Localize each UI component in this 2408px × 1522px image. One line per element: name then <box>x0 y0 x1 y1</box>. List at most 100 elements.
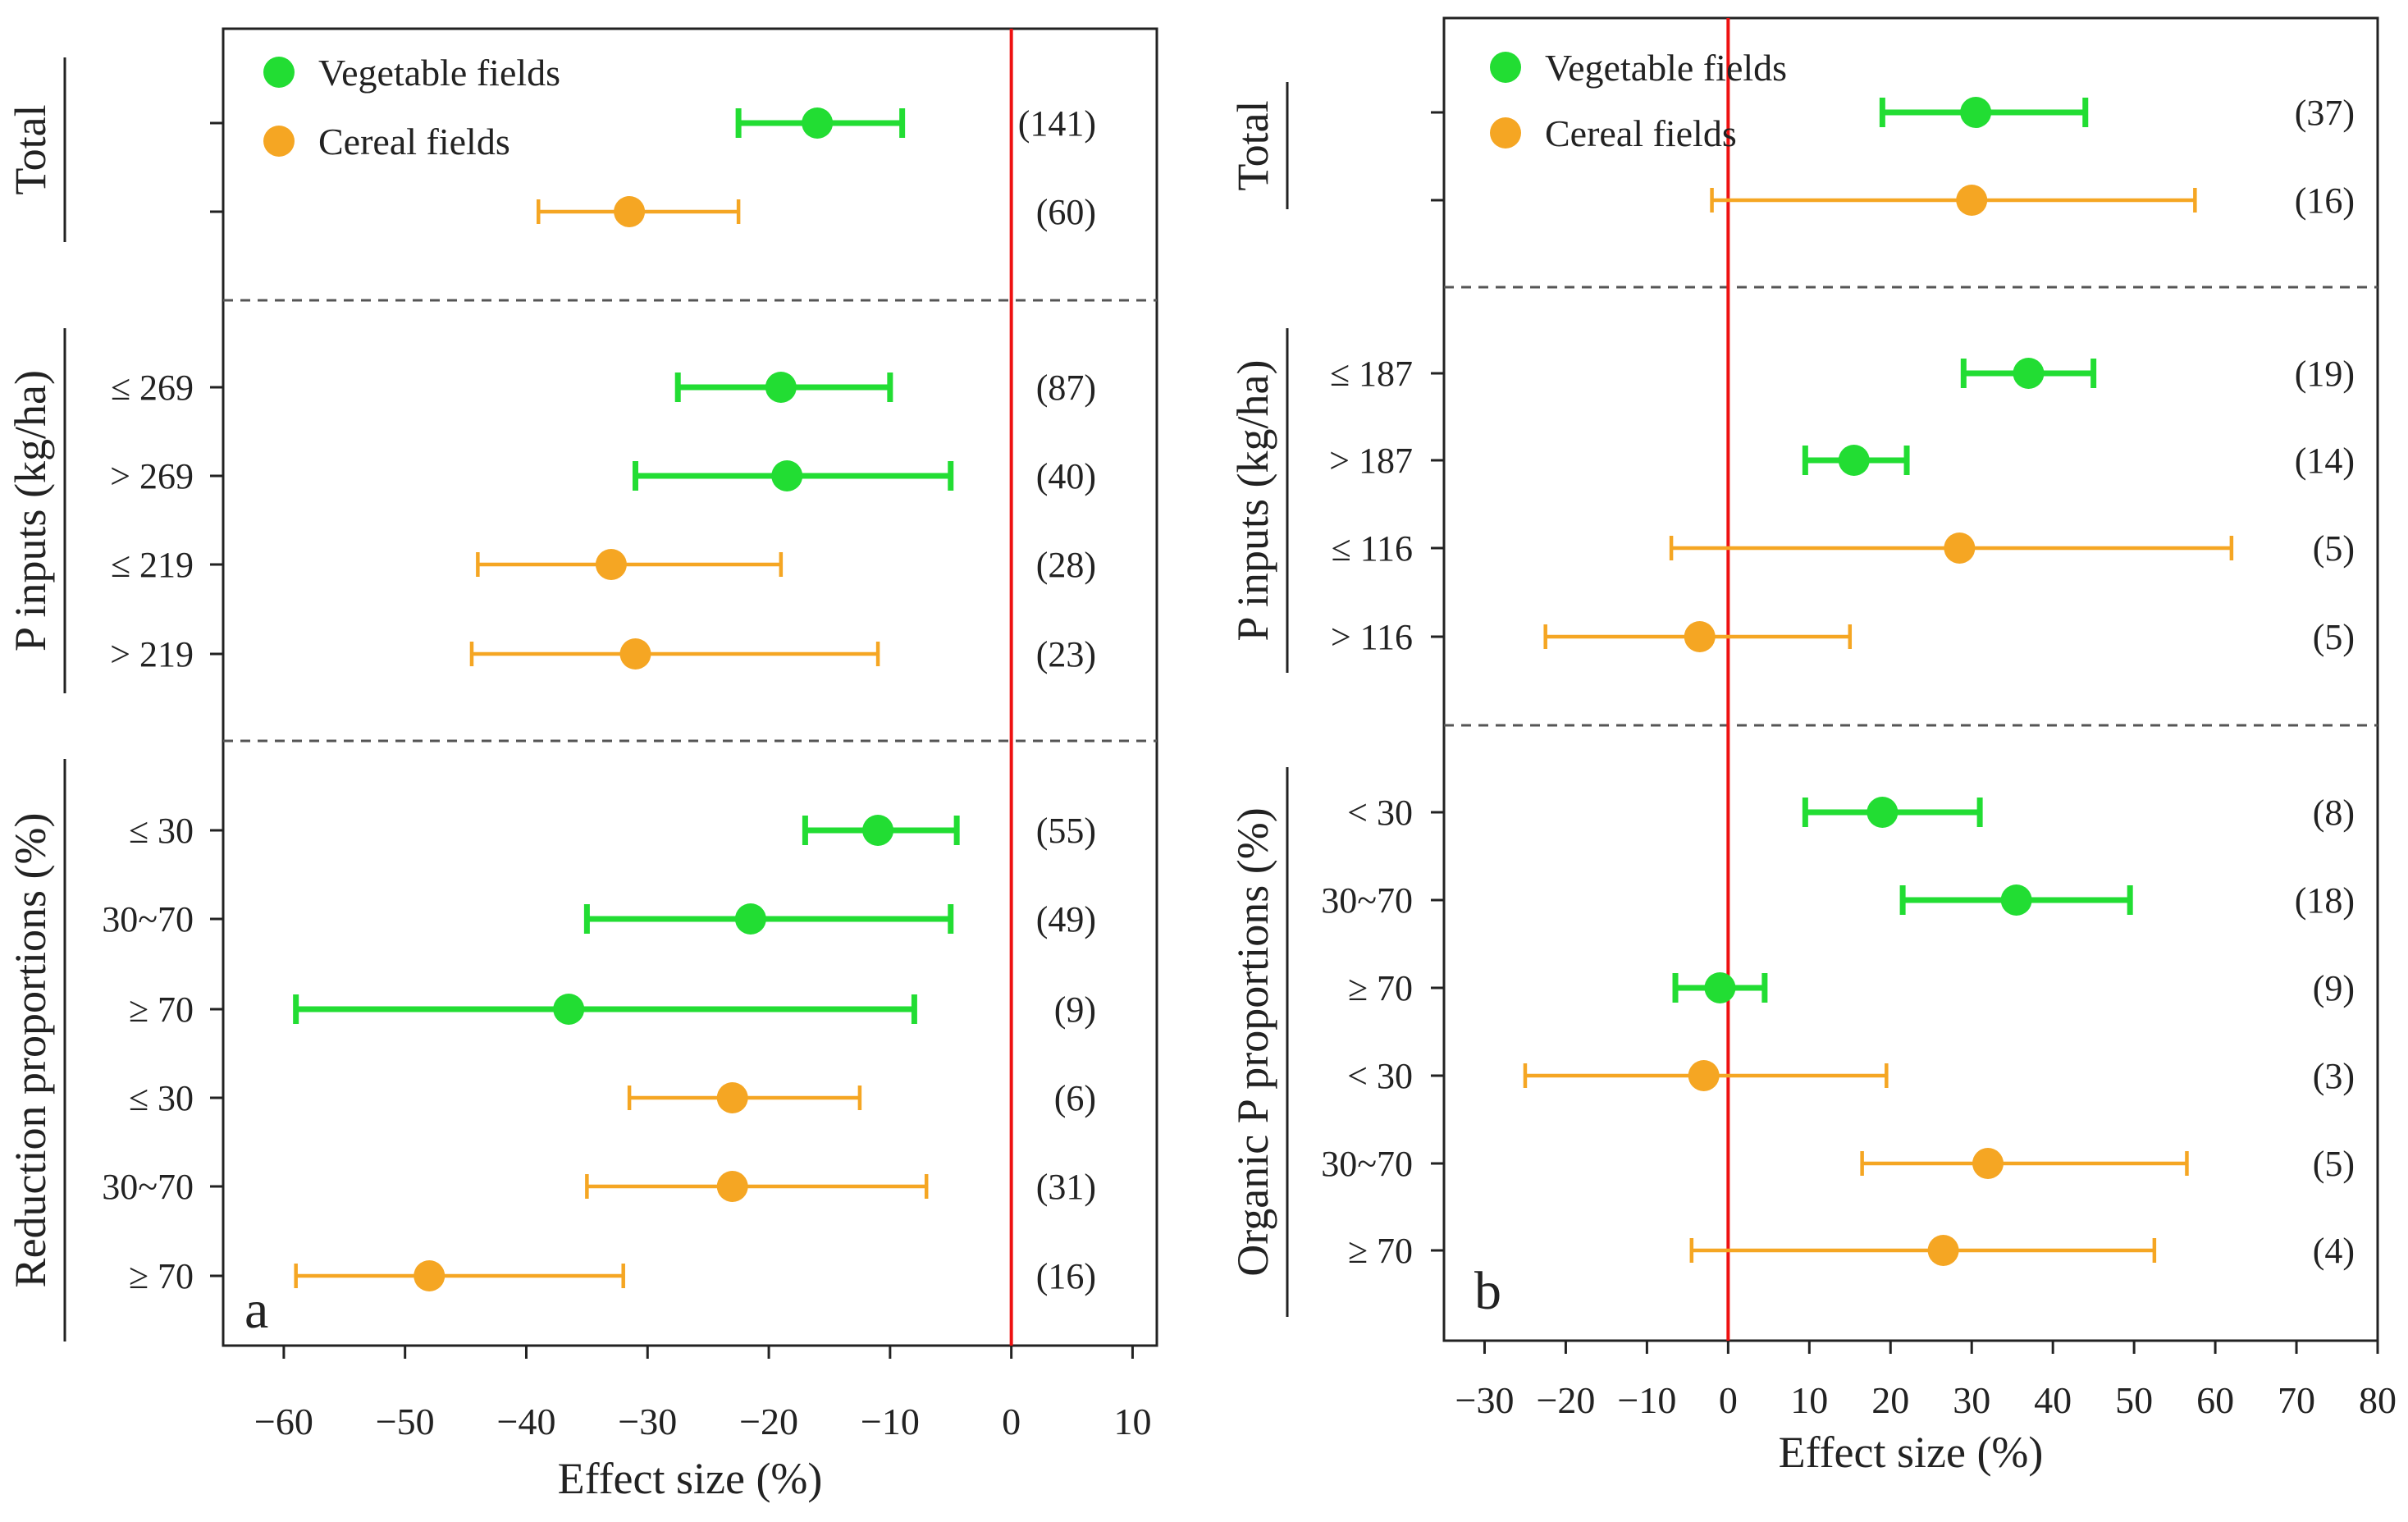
row-label: ≥ 70 <box>1348 968 1413 1008</box>
mean-point-vegetable <box>2013 358 2045 389</box>
legend-label: Cereal fields <box>1545 112 1737 154</box>
panel-letter: a <box>244 1280 268 1340</box>
x-tick-label: 10 <box>1790 1379 1828 1421</box>
legend-marker-cereal <box>1490 117 1521 149</box>
row-label: > 187 <box>1329 441 1413 481</box>
mean-point-vegetable <box>862 815 894 846</box>
x-axis-label: Effect size (%) <box>1779 1428 2044 1477</box>
row-label: < 30 <box>1347 793 1413 833</box>
mean-point-vegetable <box>771 460 803 491</box>
panel-letter: b <box>1474 1261 1501 1321</box>
sample-size-label: (40) <box>1036 456 1096 496</box>
sample-size-label: (3) <box>2313 1056 2355 1096</box>
x-tick-label: 0 <box>1719 1379 1738 1421</box>
sample-size-label: (5) <box>2313 528 2355 569</box>
sample-size-label: (141) <box>1018 103 1096 144</box>
x-tick-label: 0 <box>1002 1401 1021 1442</box>
mean-point-cereal <box>1688 1060 1720 1091</box>
panel-a: −60 −50 −40 −30 −20 −10 0 10 Effect size (%) (141… <box>6 27 1158 1503</box>
row-label: 30~70 <box>102 1167 194 1207</box>
sample-size-label: (49) <box>1036 899 1096 939</box>
x-tick-label: −20 <box>739 1401 798 1442</box>
mean-point-vegetable <box>765 372 797 403</box>
sample-size-label: (87) <box>1036 368 1096 408</box>
legend-marker-vegetable <box>263 57 295 88</box>
sample-size-label: (18) <box>2295 880 2355 921</box>
sample-size-label: (19) <box>2295 354 2355 394</box>
mean-point-cereal <box>1684 621 1716 652</box>
x-tick-label: −40 <box>497 1401 556 1442</box>
group-label: Reduction proportions (%) <box>6 813 55 1288</box>
mean-point-cereal <box>1944 532 1976 564</box>
x-tick-label: −30 <box>1455 1379 1515 1421</box>
mean-point-cereal <box>614 196 646 227</box>
x-tick-label: −10 <box>861 1401 920 1442</box>
x-tick-label: −60 <box>254 1401 313 1442</box>
mean-point-cereal <box>1927 1235 1959 1266</box>
legend-label: Vegetable fields <box>1545 47 1787 89</box>
row-label: > 116 <box>1331 617 1413 657</box>
group-label: Total <box>1228 100 1277 190</box>
row-label: < 30 <box>1347 1056 1413 1096</box>
row-label: 30~70 <box>1321 880 1413 921</box>
sample-size-label: (16) <box>1036 1256 1096 1296</box>
row-label: ≥ 70 <box>129 1256 194 1296</box>
row-label: ≤ 30 <box>129 1078 194 1118</box>
legend-marker-vegetable <box>1490 52 1521 83</box>
x-tick-label: −20 <box>1536 1379 1595 1421</box>
mean-point-cereal <box>1972 1148 2004 1179</box>
mean-point-vegetable <box>1838 445 1870 476</box>
mean-point-vegetable <box>1704 972 1736 1003</box>
mean-point-cereal <box>1956 185 1988 216</box>
group-label: P inputs (kg/ha) <box>6 370 55 651</box>
mean-point-vegetable <box>2000 884 2032 916</box>
x-tick-label: 20 <box>1871 1379 1909 1421</box>
row-label: > 219 <box>110 634 194 674</box>
x-tick-label: 60 <box>2196 1379 2234 1421</box>
mean-point-cereal <box>619 638 651 670</box>
sample-size-label: (8) <box>2313 793 2355 833</box>
row-label: ≤ 219 <box>111 545 194 585</box>
sample-size-label: (28) <box>1036 545 1096 585</box>
row-label: 30~70 <box>102 899 194 939</box>
row-label: ≤ 30 <box>129 811 194 851</box>
sample-size-label: (16) <box>2295 181 2355 221</box>
sample-size-label: (6) <box>1054 1078 1096 1118</box>
plot-frame <box>222 27 1158 1347</box>
row-label: ≤ 187 <box>1330 354 1413 394</box>
mean-point-vegetable <box>1960 97 1992 128</box>
sample-size-label: (4) <box>2313 1231 2355 1271</box>
sample-size-label: (23) <box>1036 634 1096 674</box>
legend-label: Vegetable fields <box>318 52 560 94</box>
legend-marker-cereal <box>263 126 295 157</box>
row-label: 30~70 <box>1321 1144 1413 1184</box>
mean-point-vegetable <box>734 903 766 935</box>
sample-size-label: (9) <box>2313 968 2355 1008</box>
mean-point-vegetable <box>553 994 585 1025</box>
mean-point-vegetable <box>1867 797 1899 828</box>
x-tick-label: 50 <box>2115 1379 2153 1421</box>
sample-size-label: (14) <box>2295 441 2355 481</box>
sample-size-label: (9) <box>1054 990 1096 1030</box>
row-label: ≤ 116 <box>1331 528 1413 569</box>
mean-point-cereal <box>595 549 627 580</box>
row-label: ≥ 70 <box>1348 1231 1413 1271</box>
row-label: ≥ 70 <box>129 990 194 1030</box>
x-tick-label: 70 <box>2278 1379 2315 1421</box>
x-tick-label: 40 <box>2034 1379 2072 1421</box>
mean-point-cereal <box>716 1082 748 1113</box>
x-tick-label: 10 <box>1113 1401 1151 1442</box>
legend-label: Cereal fields <box>318 121 510 162</box>
x-tick-label: −30 <box>618 1401 677 1442</box>
row-label: > 269 <box>110 456 194 496</box>
x-axis-label: Effect size (%) <box>558 1454 823 1503</box>
sample-size-label: (37) <box>2295 93 2355 133</box>
mean-point-vegetable <box>802 107 834 139</box>
group-label: Organic P proportions (%) <box>1228 807 1277 1276</box>
x-tick-label: −50 <box>376 1401 435 1442</box>
sample-size-label: (60) <box>1036 192 1096 232</box>
sample-size-label: (5) <box>2313 617 2355 657</box>
row-label: ≤ 269 <box>111 368 194 408</box>
sample-size-label: (5) <box>2313 1144 2355 1184</box>
